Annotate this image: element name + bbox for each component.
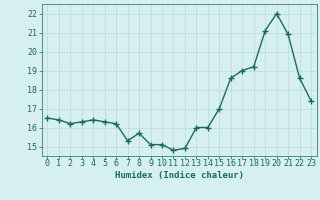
X-axis label: Humidex (Indice chaleur): Humidex (Indice chaleur) bbox=[115, 171, 244, 180]
